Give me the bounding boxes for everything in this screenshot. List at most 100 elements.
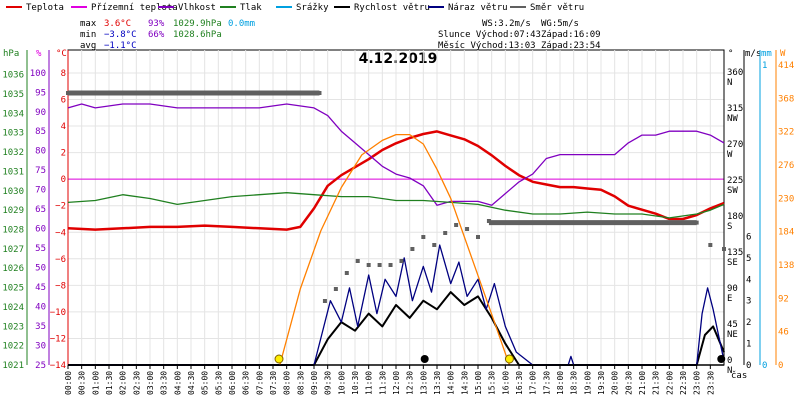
series-layer bbox=[66, 90, 726, 366]
series-line-Teplota bbox=[67, 130, 725, 231]
stat-label: avg bbox=[80, 41, 96, 51]
chart-title: 4.12.2019 bbox=[359, 51, 438, 67]
pressure-tick: 1034 bbox=[2, 109, 24, 119]
x-tick-label: 18:00 bbox=[556, 371, 565, 395]
direction-point bbox=[476, 235, 480, 239]
x-tick-label: 22:00 bbox=[665, 371, 674, 395]
solar-tick: 322 bbox=[778, 128, 794, 138]
pressure-unit: hPa bbox=[3, 49, 19, 59]
direction-tick-deg: 270 bbox=[727, 140, 743, 150]
x-tick-label: 18:30 bbox=[570, 371, 579, 395]
x-tick-label: 06:30 bbox=[242, 371, 251, 395]
pressure-tick: 1031 bbox=[2, 167, 24, 177]
x-tick-label: 22:30 bbox=[679, 371, 688, 395]
temperature-tick: −12 bbox=[50, 334, 66, 344]
pressure-tick: 1021 bbox=[2, 361, 24, 371]
wind-tick: 4 bbox=[746, 275, 751, 285]
x-tick-label: 19:30 bbox=[597, 371, 606, 395]
legend-label-3: Tlak bbox=[240, 3, 262, 13]
pressure-tick: 1022 bbox=[2, 342, 24, 352]
x-tick-label: 02:00 bbox=[119, 371, 128, 395]
humidity-tick: 25 bbox=[35, 361, 46, 371]
temperature-tick: 4 bbox=[61, 122, 66, 132]
temperature-tick: −2 bbox=[55, 202, 66, 212]
x-tick-label: 12:00 bbox=[392, 371, 401, 395]
x-tick-label: 12:30 bbox=[406, 371, 415, 395]
x-tick-label: 00:30 bbox=[78, 371, 87, 395]
direction-unit: ° bbox=[728, 49, 733, 59]
x-tick-label: 01:00 bbox=[91, 371, 100, 395]
axes: 1021102210231024102510261027102810291030… bbox=[2, 49, 794, 376]
temperature-tick: −14 bbox=[50, 361, 66, 371]
direction-tick-deg: 135 bbox=[727, 248, 743, 258]
solar-tick: 414 bbox=[778, 61, 794, 71]
solar-tick: 46 bbox=[778, 328, 789, 338]
legend-label-7: Směr větru bbox=[530, 3, 584, 13]
direction-point bbox=[399, 259, 404, 263]
moon-set-text: Západ:23:54 bbox=[541, 41, 601, 51]
x-tick-label: 06:00 bbox=[228, 371, 237, 395]
x-tick-label: 05:30 bbox=[214, 371, 223, 395]
humidity-tick: 100 bbox=[30, 69, 46, 79]
x-tick-label: 17:00 bbox=[529, 371, 538, 395]
pressure-tick: 1026 bbox=[2, 264, 24, 274]
stat-value: 93% bbox=[148, 19, 165, 29]
temperature-tick: −4 bbox=[55, 228, 66, 238]
direction-point bbox=[388, 263, 393, 267]
x-tick-label: 21:30 bbox=[652, 371, 661, 395]
x-tick-label: 11:30 bbox=[378, 371, 387, 395]
humidity-tick: 50 bbox=[35, 264, 46, 274]
x-tick-label: 16:00 bbox=[501, 371, 510, 395]
legend-label-6: Náraz větru bbox=[448, 3, 508, 13]
x-tick-label: 20:30 bbox=[624, 371, 633, 395]
humidity-tick: 30 bbox=[35, 342, 46, 352]
x-tick-label: 17:30 bbox=[542, 371, 551, 395]
x-tick-label: 05:00 bbox=[201, 371, 210, 395]
direction-tick-label: NW bbox=[727, 114, 738, 124]
direction-tick-deg: 90 bbox=[727, 284, 738, 294]
direction-point bbox=[355, 259, 360, 263]
solar-unit: W bbox=[780, 49, 786, 59]
humidity-tick: 40 bbox=[35, 303, 46, 313]
humidity-tick: 45 bbox=[35, 283, 46, 293]
pressure-tick: 1029 bbox=[2, 206, 24, 216]
moon-rise-text: Měsíc Východ:13:03 bbox=[438, 41, 536, 51]
x-tick-label: 03:30 bbox=[160, 371, 169, 395]
stat-value: 1029.9hPa bbox=[173, 19, 222, 29]
legend-label-5: Rychlost větru bbox=[354, 3, 430, 13]
direction-tick-label: SE bbox=[727, 258, 738, 268]
pressure-tick: 1025 bbox=[2, 284, 24, 294]
humidity-tick: 70 bbox=[35, 186, 46, 196]
x-tick-label: 15:00 bbox=[474, 371, 483, 395]
time-unit: čas bbox=[731, 370, 747, 381]
pressure-tick: 1028 bbox=[2, 226, 24, 236]
wind-tick: 6 bbox=[746, 232, 751, 242]
x-tick-label: 11:00 bbox=[365, 371, 374, 395]
x-tick-label: 16:30 bbox=[515, 371, 524, 395]
wind-gust-text: WG:5m/s bbox=[541, 19, 579, 29]
direction-tick-deg: 315 bbox=[727, 104, 743, 114]
direction-point bbox=[443, 231, 448, 235]
humidity-tick: 60 bbox=[35, 225, 46, 235]
direction-point bbox=[722, 247, 726, 251]
stat-label: min bbox=[80, 30, 96, 40]
direction-tick-label: N bbox=[727, 366, 732, 376]
stat-value: −3.8°C bbox=[104, 30, 137, 40]
x-tick-label: 14:30 bbox=[460, 371, 469, 395]
x-tick-label: 10:30 bbox=[351, 371, 360, 395]
x-tick-label: 23:00 bbox=[693, 371, 702, 395]
rain-tick: 0 bbox=[762, 361, 767, 371]
direction-tick-deg: 180 bbox=[727, 212, 743, 222]
stat-value: 66% bbox=[148, 30, 165, 40]
wind-tick: 5 bbox=[746, 254, 751, 264]
direction-point bbox=[333, 287, 338, 291]
direction-tick-label: S bbox=[727, 222, 732, 232]
temp-unit: °C bbox=[56, 49, 67, 59]
humidity-tick: 35 bbox=[35, 322, 46, 332]
direction-tick-deg: 45 bbox=[727, 320, 738, 330]
rain-tick: 1 bbox=[762, 61, 767, 71]
temperature-tick: −8 bbox=[55, 281, 66, 291]
series-line-Tlak bbox=[67, 192, 725, 219]
temperature-tick: 2 bbox=[61, 149, 66, 159]
legend: Teplota Přízemní teplota Vlhkost Tlak Srážky… bbox=[6, 3, 584, 13]
